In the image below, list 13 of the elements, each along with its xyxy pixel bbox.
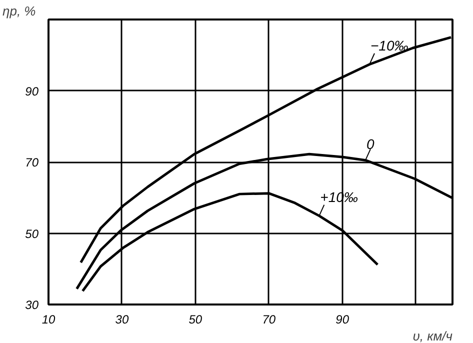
y-tick-label: 70 — [25, 156, 39, 170]
y-tick-label: 50 — [25, 226, 39, 241]
x-tick-label: 90 — [336, 312, 350, 326]
x-tick-label: 10 — [42, 312, 56, 326]
x-tick-label: 70 — [262, 312, 276, 326]
series-label: −10‰ — [370, 37, 408, 54]
x-tick-label: 50 — [188, 312, 202, 326]
y-tick-label: 90 — [25, 84, 39, 98]
series-label: 0 — [366, 136, 374, 152]
y-tick-label: 30 — [25, 298, 39, 312]
x-axis-title: υ, км/ч — [412, 328, 453, 343]
x-tick-label: 30 — [115, 312, 129, 326]
y-axis-title: ηр, % — [2, 4, 36, 18]
